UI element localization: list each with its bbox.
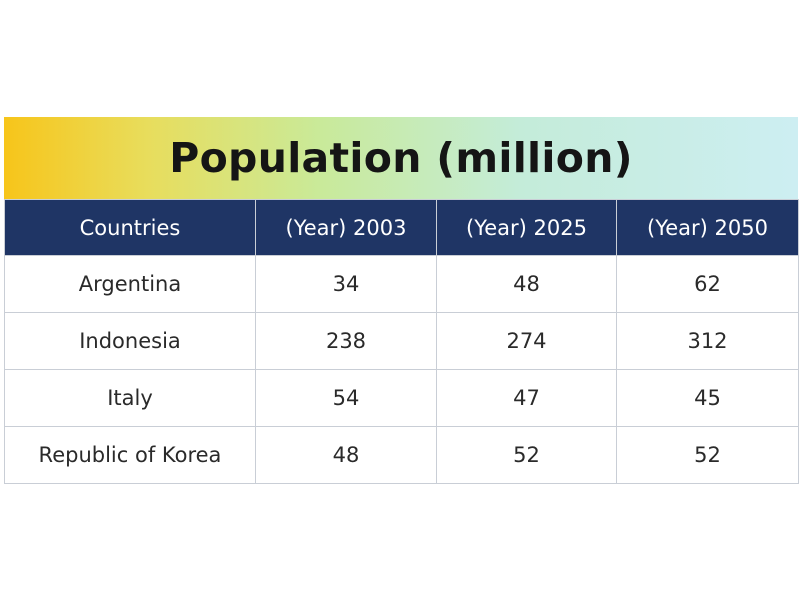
value-cell-2003: 34 [255, 255, 437, 313]
column-header-2025: (Year) 2025 [436, 199, 617, 256]
value-cell-2003: 54 [255, 369, 437, 427]
country-cell: Republic of Korea [4, 426, 256, 484]
value-cell-2050: 45 [616, 369, 799, 427]
title-banner: Population (million) [4, 117, 798, 199]
table-row: Republic of Korea 48 52 52 [4, 426, 799, 484]
column-header-2050: (Year) 2050 [616, 199, 799, 256]
column-header-countries: Countries [4, 199, 256, 256]
table-title: Population (million) [169, 134, 633, 182]
table-row: Italy 54 47 45 [4, 369, 799, 427]
value-cell-2050: 312 [616, 312, 799, 370]
population-table: Countries (Year) 2003 (Year) 2025 (Year)… [4, 199, 799, 484]
table-header: Countries (Year) 2003 (Year) 2025 (Year)… [4, 199, 799, 256]
value-cell-2025: 48 [436, 255, 617, 313]
value-cell-2025: 274 [436, 312, 617, 370]
column-header-2003: (Year) 2003 [255, 199, 437, 256]
value-cell-2025: 47 [436, 369, 617, 427]
table-body: Argentina 34 48 62 Indonesia 238 274 312… [4, 255, 799, 484]
table-row: Argentina 34 48 62 [4, 255, 799, 313]
value-cell-2003: 48 [255, 426, 437, 484]
value-cell-2050: 52 [616, 426, 799, 484]
value-cell-2003: 238 [255, 312, 437, 370]
population-table-figure: Population (million) Countries (Year) 20… [4, 117, 799, 484]
header-row: Countries (Year) 2003 (Year) 2025 (Year)… [4, 199, 799, 256]
country-cell: Argentina [4, 255, 256, 313]
value-cell-2025: 52 [436, 426, 617, 484]
value-cell-2050: 62 [616, 255, 799, 313]
country-cell: Italy [4, 369, 256, 427]
country-cell: Indonesia [4, 312, 256, 370]
table-row: Indonesia 238 274 312 [4, 312, 799, 370]
